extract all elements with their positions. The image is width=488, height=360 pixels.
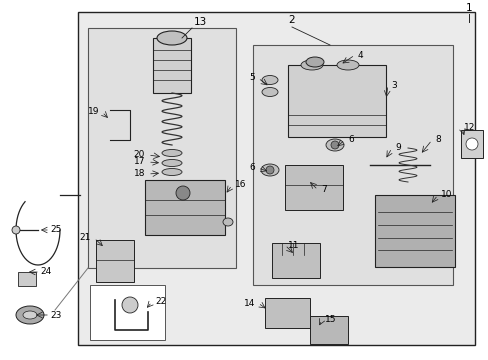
Text: 18: 18 xyxy=(133,170,145,179)
Ellipse shape xyxy=(325,139,343,151)
Bar xyxy=(374,195,454,267)
Text: 11: 11 xyxy=(287,240,299,249)
Text: 8: 8 xyxy=(434,135,440,144)
Text: 6: 6 xyxy=(347,135,353,144)
Text: 16: 16 xyxy=(235,180,246,189)
Bar xyxy=(88,28,236,268)
Text: 9: 9 xyxy=(394,144,400,153)
Text: 13: 13 xyxy=(193,17,206,27)
Circle shape xyxy=(12,226,20,234)
Bar xyxy=(309,316,347,344)
Ellipse shape xyxy=(16,306,44,324)
Ellipse shape xyxy=(162,149,182,157)
Text: 14: 14 xyxy=(243,298,254,307)
Text: 15: 15 xyxy=(325,315,336,324)
Ellipse shape xyxy=(261,164,279,176)
Ellipse shape xyxy=(262,87,278,96)
Bar xyxy=(271,243,319,278)
Circle shape xyxy=(265,166,273,174)
Ellipse shape xyxy=(162,159,182,166)
Text: 19: 19 xyxy=(87,108,99,117)
Text: 6: 6 xyxy=(249,163,254,172)
Text: 23: 23 xyxy=(50,310,61,320)
Circle shape xyxy=(122,297,138,313)
Text: 4: 4 xyxy=(357,50,363,59)
Text: 3: 3 xyxy=(390,81,396,90)
Text: 24: 24 xyxy=(40,267,51,276)
Ellipse shape xyxy=(157,31,186,45)
Text: 20: 20 xyxy=(133,150,145,159)
Bar xyxy=(145,180,224,235)
Text: 12: 12 xyxy=(463,123,474,132)
Circle shape xyxy=(465,138,477,150)
Text: 1: 1 xyxy=(465,3,471,13)
Bar xyxy=(78,12,474,345)
Text: 10: 10 xyxy=(440,190,451,199)
Ellipse shape xyxy=(223,218,232,226)
Text: 22: 22 xyxy=(155,297,166,306)
Bar xyxy=(252,45,452,285)
Circle shape xyxy=(176,186,190,200)
Bar xyxy=(153,38,191,93)
Circle shape xyxy=(330,141,338,149)
Text: 25: 25 xyxy=(50,225,61,234)
Ellipse shape xyxy=(23,311,37,319)
Bar xyxy=(285,165,342,210)
Ellipse shape xyxy=(305,57,324,67)
Ellipse shape xyxy=(301,60,323,70)
Text: 5: 5 xyxy=(249,73,254,82)
Ellipse shape xyxy=(262,76,278,85)
Bar xyxy=(460,130,482,158)
Bar xyxy=(90,285,164,340)
Bar xyxy=(287,65,385,137)
Text: 7: 7 xyxy=(320,185,326,194)
Ellipse shape xyxy=(162,168,182,175)
Ellipse shape xyxy=(336,60,358,70)
Text: 21: 21 xyxy=(80,234,91,243)
Bar xyxy=(18,272,36,286)
Text: 17: 17 xyxy=(133,157,145,166)
Bar xyxy=(264,298,309,328)
Text: 2: 2 xyxy=(288,15,295,25)
Bar xyxy=(96,240,134,282)
